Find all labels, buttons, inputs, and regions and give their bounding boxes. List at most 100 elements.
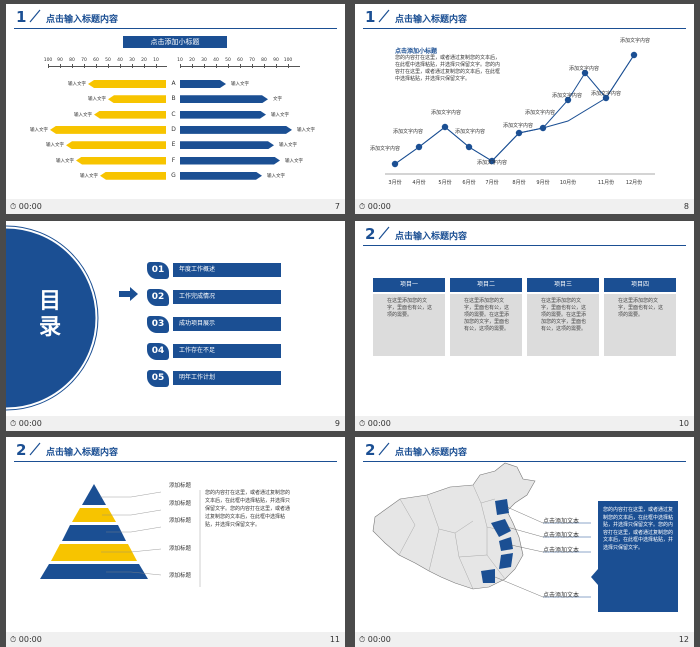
slide-thumbnail-12[interactable]: 2 点击输入标题内容 <box>355 437 694 647</box>
scale-tick <box>216 64 217 68</box>
left-bar-label: 输入文字 <box>30 127 48 133</box>
data-point-label: 添加文字内容 <box>525 109 555 116</box>
right-bar <box>180 172 262 180</box>
right-bar-label: 文字 <box>273 97 282 103</box>
toc-item-number: 02 <box>147 289 169 306</box>
x-tick-label: 9月份 <box>536 179 549 186</box>
header-rule <box>363 461 686 462</box>
scale-tick <box>60 64 61 68</box>
scale-tick-label: 50 <box>105 58 111 63</box>
slide-number: 7 <box>334 202 340 211</box>
slide-footer: ⏱ 00:00 9 <box>6 416 345 431</box>
left-bar-label: 输入文字 <box>68 82 86 87</box>
scale-tick <box>72 64 73 68</box>
section-number: 2 <box>16 441 27 459</box>
scale-tick <box>132 64 133 68</box>
row-letter: F <box>171 156 176 164</box>
card-body-bg <box>450 294 522 356</box>
card-title: 项目二 <box>450 278 522 292</box>
header-rule <box>363 28 686 29</box>
scale-tick <box>204 64 205 68</box>
slide-10: 2 点击输入标题内容 项目一 在这里添加您的文字，里面也有公，这项的需要。 项目二在… <box>355 221 694 416</box>
body-text: 您的内容打在这里，或者通过复制您的文本后，在此框中选择粘贴，并选择只保留文字。您… <box>205 490 291 528</box>
data-point <box>441 123 449 131</box>
toc-item-label: 工作存在不足 <box>173 344 281 358</box>
scale-tick <box>48 64 49 68</box>
x-tick-label: 8月份 <box>512 179 525 186</box>
clock-icon: ⏱ <box>10 202 17 211</box>
slide-time: 00:00 <box>367 202 391 211</box>
slide-footer: ⏱ 00:00 8 <box>355 199 694 214</box>
data-point <box>539 124 547 132</box>
left-bar <box>108 95 166 104</box>
left-bar-label: 输入文字 <box>80 173 98 179</box>
toc-item-number: 03 <box>147 316 169 333</box>
right-bar <box>180 157 280 165</box>
data-point <box>630 51 638 59</box>
slide-thumbnail-7[interactable]: 1 点击输入标题内容 点击添加小标题 100 90 80 70 60 50 40 30 20 10… <box>6 4 345 214</box>
right-bar-label: 输入文字 <box>231 82 249 87</box>
slash-icon <box>378 442 390 456</box>
slide-header: 1 点击输入标题内容 <box>6 4 345 31</box>
left-bar-label: 输入文字 <box>46 143 64 149</box>
scale-tick <box>156 64 157 68</box>
data-point <box>515 129 523 137</box>
scale-tick-label: 90 <box>273 58 279 63</box>
pyramid-label: 添加标题 <box>169 483 192 489</box>
right-bar <box>180 80 226 88</box>
right-bar <box>180 141 274 149</box>
slide-header: 2 点击输入标题内容 <box>355 221 694 248</box>
slide-thumbnail-10[interactable]: 2 点击输入标题内容 项目一 在这里添加您的文字，里面也有公，这项的需要。 项目二在… <box>355 221 694 431</box>
right-bar-label: 输入文字 <box>267 173 285 179</box>
card-title: 项目四 <box>604 278 676 292</box>
slide-title: 点击输入标题内容 <box>46 15 119 25</box>
arrow-right-icon <box>119 287 138 301</box>
slide-time: 00:00 <box>18 202 42 211</box>
subtitle-box: 点击添加小标题 <box>123 36 227 48</box>
toc-item-number: 05 <box>147 370 169 387</box>
data-point <box>564 96 572 104</box>
map-callout-label: 点击添加文本 <box>543 518 580 525</box>
scale-axis-left <box>48 66 167 67</box>
header-rule <box>363 245 686 246</box>
slide-title: 点击输入标题内容 <box>395 232 468 242</box>
slash-icon <box>378 9 390 23</box>
slide-time: 00:00 <box>367 635 391 644</box>
data-point-label: 添加文字内容 <box>431 109 461 116</box>
slide-thumbnail-9[interactable]: 目录 01 年度工作概述 02 工作完成情况 03 成功项目展示 04 工作存在不足 05 明年工… <box>6 221 345 431</box>
x-tick-label: 10月份 <box>560 179 576 186</box>
slide-footer: ⏱ 00:00 11 <box>6 632 345 647</box>
slide-thumbnail-11[interactable]: 2 点击输入标题内容 添加标题 添加标题 添加标题 添加标题 添加标题 您的内容打在这里… <box>6 437 345 647</box>
scale-tick-label: 20 <box>189 58 195 63</box>
clock-icon: ⏱ <box>359 202 366 211</box>
left-bar-label: 输入文字 <box>74 112 92 118</box>
data-point-label: 添加文字内容 <box>503 122 533 129</box>
scale-tick <box>120 64 121 68</box>
row-letter: B <box>171 95 176 103</box>
clock-icon: ⏱ <box>359 635 366 644</box>
slide-header: 1 点击输入标题内容 <box>355 4 694 31</box>
scale-tick <box>264 64 265 68</box>
scale-tick <box>192 64 193 68</box>
slide-title: 点击输入标题内容 <box>46 448 119 458</box>
row-letter: D <box>171 125 176 133</box>
data-point-label: 添加文字内容 <box>591 90 621 97</box>
scale-tick-label: 60 <box>93 58 99 63</box>
pyramid-label: 添加标题 <box>169 501 192 507</box>
data-point <box>581 69 589 77</box>
scale-tick <box>276 64 277 68</box>
slide-thumbnail-8[interactable]: 1 点击输入标题内容 点击添加小标题 您的内容打在这里，或者通过复制您的文本后，… <box>355 4 694 214</box>
right-bar-label: 输入文字 <box>279 143 297 149</box>
pyramid-label: 添加标题 <box>169 573 192 579</box>
right-bar <box>180 111 266 119</box>
data-point-label: 添加文字内容 <box>620 37 650 44</box>
clock-icon: ⏱ <box>359 419 366 428</box>
scale-tick <box>288 64 289 68</box>
right-bar <box>180 126 292 134</box>
slide-time: 00:00 <box>367 419 391 428</box>
right-bar-label: 输入文字 <box>297 127 315 133</box>
scale-tick-label: 40 <box>117 58 123 63</box>
line-chart: 添加文字内容添加文字内容添加文字内容添加文字内容添加文字内容添加文字内容添加文字… <box>370 37 655 186</box>
section-number: 2 <box>365 225 376 243</box>
clock-icon: ⏱ <box>10 635 17 644</box>
